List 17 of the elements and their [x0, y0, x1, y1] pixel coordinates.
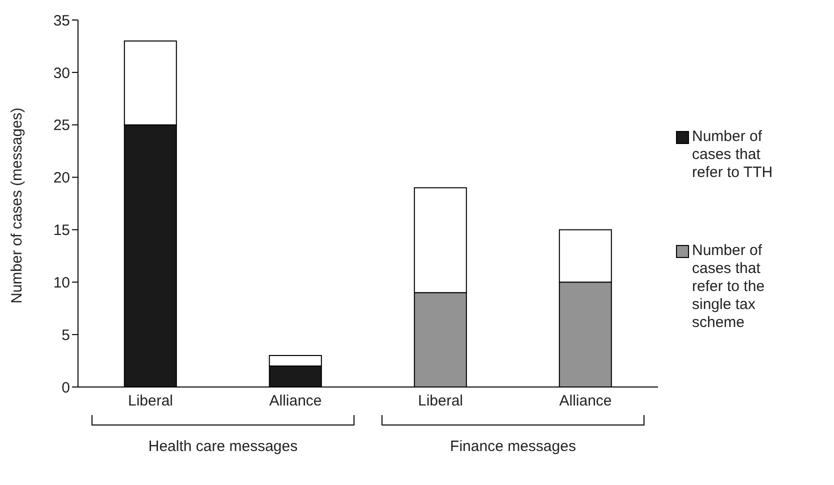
x-tick-label: Liberal — [418, 392, 464, 410]
text: Health care messages — [148, 438, 298, 455]
y-tick-label: 30 — [53, 64, 70, 82]
y-tick-label: 0 — [62, 379, 70, 396]
x-tick-label: Alliance — [269, 392, 322, 410]
y-tick-label: 25 — [53, 117, 70, 134]
x-tick-label: Liberal — [128, 392, 174, 410]
legend-label: Number of cases that refer to TTH — [692, 128, 774, 182]
y-tick-label: 15 — [53, 222, 70, 240]
x-tick-label: Alliance — [559, 392, 612, 410]
y-axis-title: Number of cases (messages) — [8, 108, 26, 304]
y-tick-label: 35 — [53, 12, 70, 30]
legend-label: Number of cases that refer to the single tax scheme — [692, 242, 766, 332]
y-tick-label: 5 — [62, 326, 70, 344]
text: Finance messages — [450, 438, 576, 455]
y-tick-label: 10 — [53, 274, 70, 292]
y-tick-label: 20 — [53, 170, 70, 187]
